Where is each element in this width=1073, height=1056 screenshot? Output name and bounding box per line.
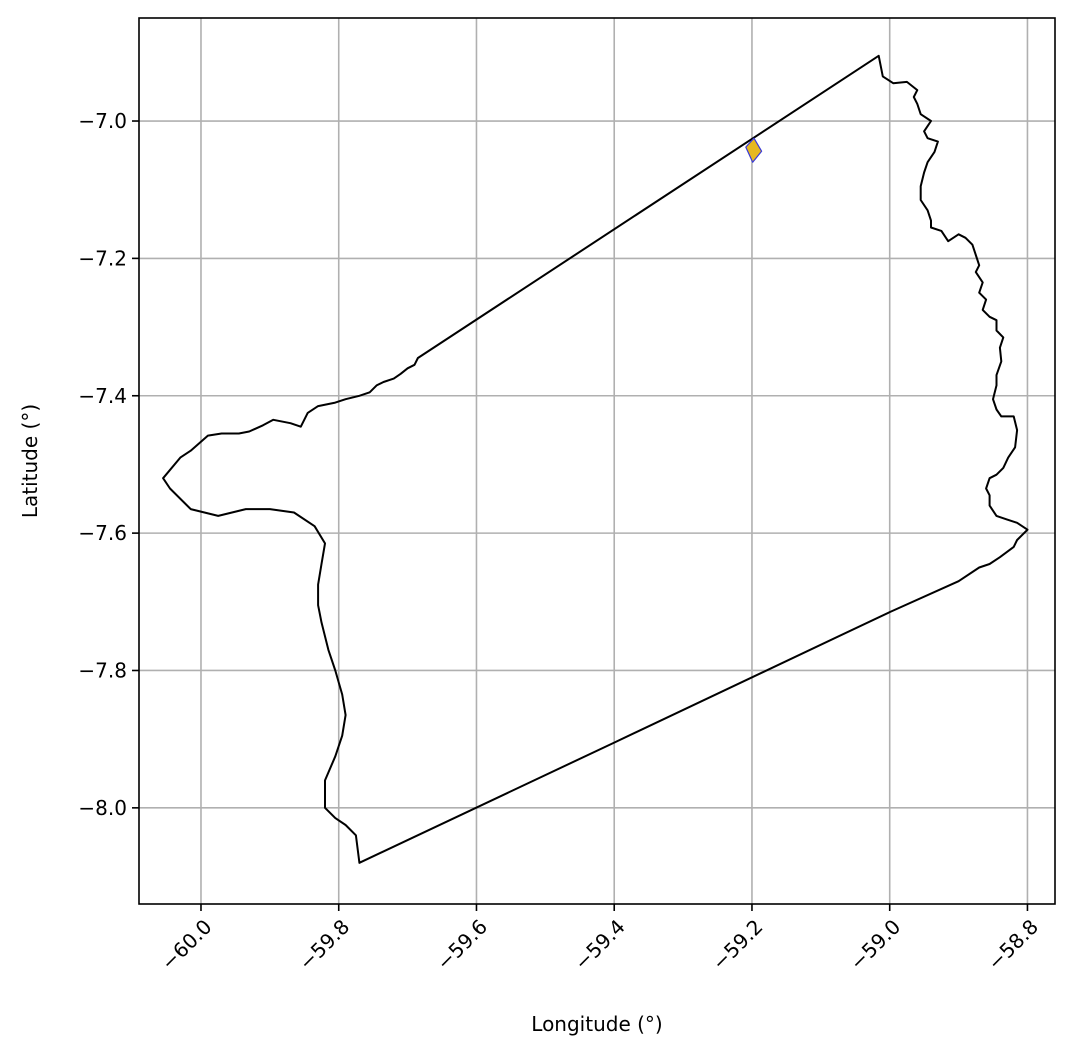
x-tick-label: −59.8: [294, 915, 354, 975]
x-tick-label: −59.4: [569, 915, 629, 975]
grid-lines: [139, 18, 1055, 904]
y-tick-label: −7.4: [78, 384, 127, 408]
region-boundary: [162, 54, 1029, 864]
x-axis-label: Longitude (°): [531, 1012, 662, 1036]
y-tick-label: −7.2: [78, 246, 127, 270]
y-axis-label: Latitude (°): [18, 404, 42, 518]
x-tick-label: −58.8: [983, 915, 1043, 975]
y-tick-label: −7.8: [78, 658, 127, 682]
highlighted-area: [745, 137, 763, 163]
axis-ticks: −60.0 −59.8 −59.6 −59.4 −59.2 −59.0 −58.8 −7.0 −…: [78, 109, 1043, 975]
x-tick-label: −59.2: [707, 915, 767, 975]
y-tick-label: −8.0: [78, 796, 127, 820]
y-tick-label: −7.6: [78, 521, 127, 545]
map-shapes: [162, 54, 1029, 864]
x-tick-label: −59.6: [432, 915, 492, 975]
x-tick-label: −60.0: [156, 915, 216, 975]
plot-frame: [138, 17, 1056, 905]
x-tick-label: −59.0: [845, 915, 905, 975]
y-tick-label: −7.0: [78, 109, 127, 133]
